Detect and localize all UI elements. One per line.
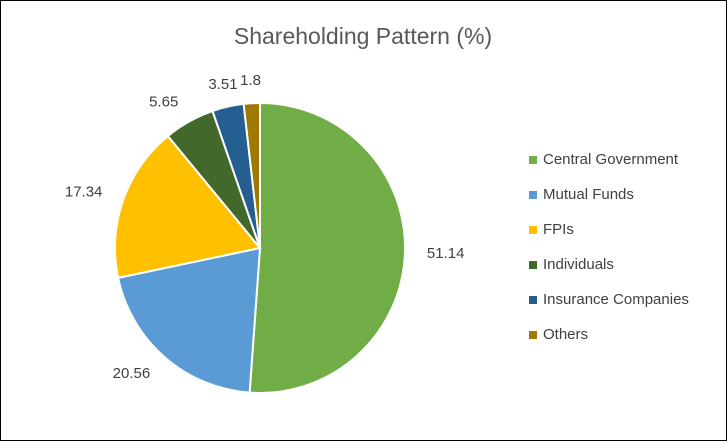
legend-label: Others bbox=[543, 326, 588, 343]
data-label: 17.34 bbox=[65, 184, 103, 201]
legend-swatch bbox=[529, 226, 537, 234]
legend-label: Insurance Companies bbox=[543, 291, 689, 308]
legend-label: Central Government bbox=[543, 151, 679, 168]
legend-swatch bbox=[529, 191, 537, 199]
pie: 51.14 20.56 17.34 5.65 3.51 1.8 bbox=[65, 72, 465, 394]
data-label: 20.56 bbox=[113, 365, 151, 382]
legend-swatch bbox=[529, 156, 537, 164]
legend-label: FPIs bbox=[543, 221, 574, 238]
pie-slice bbox=[116, 246, 262, 394]
legend: Central Government Mutual Funds FPIs Indivi… bbox=[529, 151, 689, 343]
pie-slice bbox=[242, 101, 261, 249]
data-label: 3.51 bbox=[208, 76, 237, 93]
pie-slice bbox=[248, 101, 407, 394]
legend-swatch bbox=[529, 261, 537, 269]
legend-label: Mutual Funds bbox=[543, 186, 634, 203]
data-label: 51.14 bbox=[427, 245, 465, 262]
legend-swatch bbox=[529, 296, 537, 304]
data-label: 1.8 bbox=[240, 72, 261, 89]
chart-title: Shareholding Pattern (%) bbox=[234, 23, 492, 49]
legend-label: Individuals bbox=[543, 256, 614, 273]
pie-slice bbox=[114, 134, 262, 280]
data-label: 5.65 bbox=[149, 93, 178, 110]
legend-swatch bbox=[529, 331, 537, 339]
